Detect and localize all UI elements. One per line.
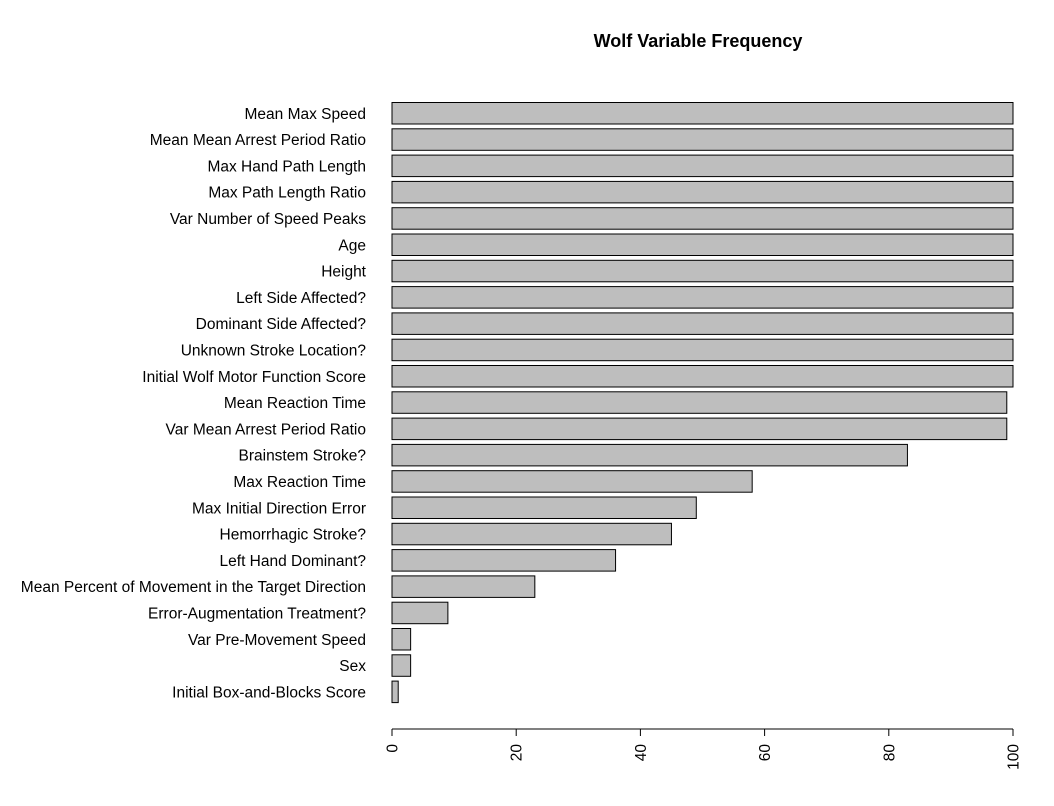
category-label: Var Mean Arrest Period Ratio	[166, 421, 366, 438]
bar	[391, 470, 753, 493]
category-label: Mean Percent of Movement in the Target D…	[21, 579, 366, 596]
bar	[391, 654, 412, 677]
x-tick-label: 100	[1006, 744, 1023, 770]
category-label: Max Reaction Time	[233, 474, 366, 491]
category-label: Var Number of Speed Peaks	[170, 211, 366, 228]
bar	[391, 180, 1014, 204]
category-label: Var Pre-Movement Speed	[188, 632, 366, 649]
bar	[391, 417, 1008, 441]
category-label: Left Side Affected?	[236, 290, 366, 307]
category-label: Max Initial Direction Error	[192, 500, 366, 517]
bar	[391, 338, 1014, 362]
bar	[391, 207, 1014, 230]
category-label: Height	[321, 264, 366, 281]
bar	[391, 628, 412, 651]
category-label: Initial Wolf Motor Function Score	[142, 369, 366, 386]
bar	[391, 575, 536, 598]
bar	[391, 102, 1014, 125]
x-tick-label: 20	[509, 744, 526, 762]
x-tick-label: 80	[881, 744, 898, 762]
bar	[391, 365, 1014, 388]
bars-layer	[391, 102, 1014, 704]
x-tick-label: 40	[633, 744, 650, 762]
bar	[391, 286, 1014, 309]
x-axis: 0 20 40 60 80 100	[385, 728, 1023, 770]
category-label: Initial Box-and-Blocks Score	[172, 684, 366, 701]
category-label: Hemorrhagic Stroke?	[220, 527, 367, 544]
category-label: Left Hand Dominant?	[220, 553, 367, 570]
x-tick-label: 0	[385, 744, 402, 753]
category-label: Mean Max Speed	[245, 106, 367, 123]
bar	[391, 154, 1014, 178]
bar	[391, 128, 1014, 151]
bar	[391, 312, 1014, 335]
bar	[391, 680, 399, 704]
category-label: Dominant Side Affected?	[196, 316, 367, 333]
category-label: Age	[338, 237, 366, 254]
category-label: Error-Augmentation Treatment?	[148, 605, 366, 622]
bar	[391, 496, 697, 519]
bar	[391, 601, 449, 625]
category-label: Brainstem Stroke?	[239, 448, 367, 465]
category-label: Unknown Stroke Location?	[181, 342, 367, 359]
bar	[391, 549, 617, 572]
category-label: Mean Reaction Time	[224, 395, 366, 412]
category-label: Mean Mean Arrest Period Ratio	[150, 132, 366, 149]
bar	[391, 443, 908, 467]
chart-title: Wolf Variable Frequency	[594, 31, 803, 51]
x-tick-label: 60	[757, 744, 774, 762]
bar	[391, 522, 672, 546]
bar	[391, 259, 1014, 283]
bar	[391, 391, 1008, 414]
category-labels: Mean Max Speed Mean Mean Arrest Period Ra…	[21, 106, 367, 702]
bar	[391, 233, 1014, 256]
category-label: Sex	[339, 658, 366, 675]
category-label: Max Hand Path Length	[207, 158, 366, 175]
category-label: Max Path Length Ratio	[208, 185, 366, 202]
